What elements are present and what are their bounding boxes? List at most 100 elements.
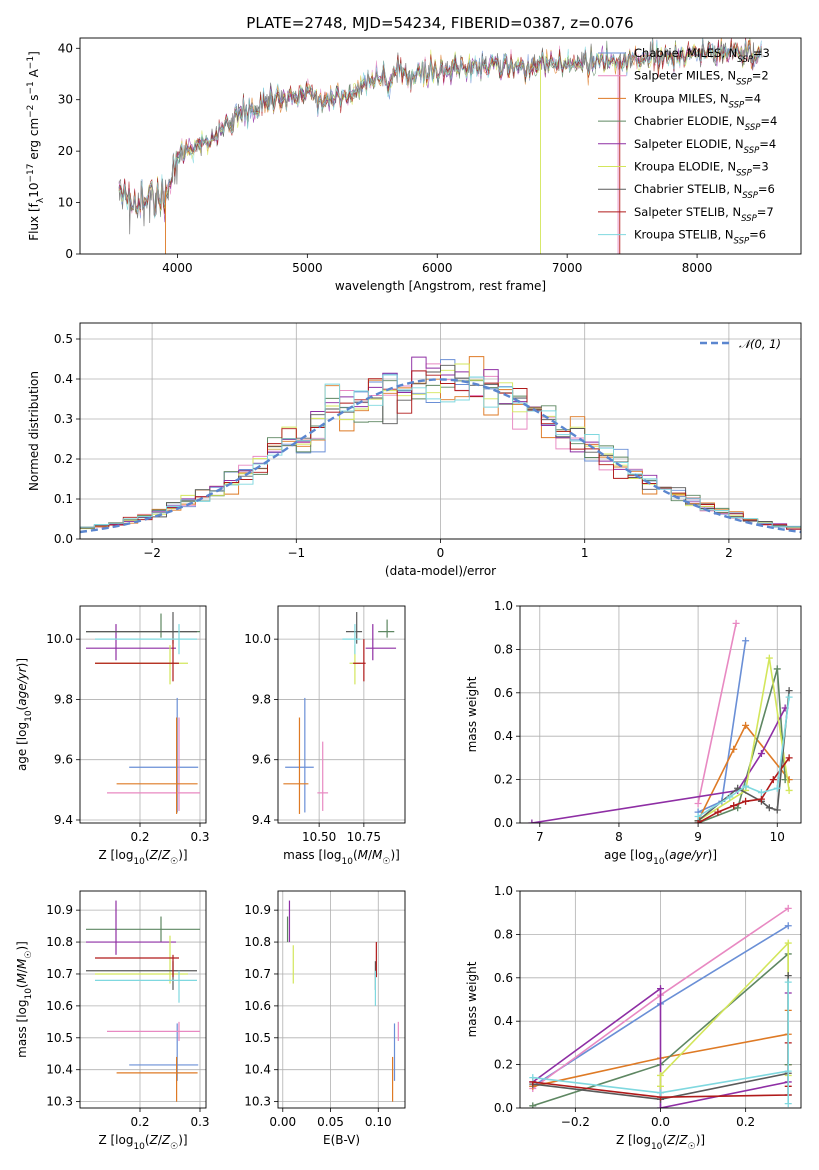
residuals-xtick-label-3: 1 bbox=[581, 546, 589, 560]
errorbar-salpeter-miles bbox=[317, 741, 329, 811]
residuals-ytick-label-3: 0.3 bbox=[54, 412, 73, 426]
mass-vs-Z-ytick-label-5: 10.8 bbox=[46, 935, 73, 949]
spectrum-panel: 4000 5000 6000 7000 8000 0 10 20 30 40 wavelength … bbox=[26, 37, 802, 293]
weight-vs-Z-marker-chabrier-elodie-0 bbox=[529, 1102, 537, 1108]
weight-vs-Z-xtick-label-1: 0.0 bbox=[651, 1115, 670, 1129]
legend-label-chabrier-stelib: Chabrier STELIB, NSSP=6 bbox=[634, 182, 775, 201]
weight-vs-Z-marker-salpeter-elodie-2 bbox=[657, 1104, 664, 1108]
mass-vs-Z-ylabel: mass [log10(M/M☉)] bbox=[15, 941, 34, 1058]
residuals-xtick-label-0: −2 bbox=[143, 546, 161, 560]
weight-vs-age-line-chabrier-elodie bbox=[697, 668, 786, 823]
weight-vs-Z-marker-chabrier-miles-2 bbox=[784, 922, 792, 930]
age-vs-Z-plot-area bbox=[86, 612, 200, 814]
spectrum-axes: 4000 5000 6000 7000 8000 0 10 20 30 40 wavelength … bbox=[26, 37, 802, 293]
legend-label-kroupa-stelib: Kroupa STELIB, NSSP=6 bbox=[634, 228, 766, 247]
spectrum-legend: Chabrier MILES, NSSP=3 Salpeter MILES, NS… bbox=[598, 46, 777, 247]
mass-vs-EBV-ytick-label-4: 10.7 bbox=[244, 967, 271, 981]
errorbar-chabrier-stelib bbox=[345, 612, 363, 644]
age-vs-mass-frame bbox=[277, 605, 406, 824]
weight-vs-age-marker-kroupa-miles-2 bbox=[742, 721, 750, 729]
age-vs-Z-xtick-label-0: 0.2 bbox=[130, 830, 149, 844]
residuals-axes: −2 −1 0 1 2 0.0 0.1 0.2 0.3 0.4 0.5 (data-model)/er… bbox=[27, 322, 802, 578]
weight-vs-Z-panel: −0.2 0.0 0.2 0.0 0.2 0.4 0.6 0.8 1.0 Z [log10(Z/Z… bbox=[465, 884, 802, 1152]
mass-vs-EBV-ytick-label-2: 10.5 bbox=[244, 1031, 271, 1045]
age-vs-mass-panel: 10.50 10.75 9.4 9.6 9.8 10.0 mass [log10(M/M☉)… bbox=[244, 605, 406, 867]
age-vs-Z-axes: 0.2 0.3 9.4 9.6 9.8 10.0 Z [log10(Z/Z☉)] age [l… bbox=[15, 605, 210, 867]
weight-vs-Z-marker-kroupa-elodie-2 bbox=[784, 939, 792, 947]
weight-vs-age-line-salpeter-miles bbox=[697, 623, 737, 804]
errorbar-salpeter-elodie bbox=[86, 624, 176, 661]
weight-vs-age-marker-salpeter-stelib-3 bbox=[742, 797, 750, 805]
age-vs-Z-ytick-label-0: 9.4 bbox=[54, 813, 73, 827]
spectrum-ytick-label-4: 40 bbox=[58, 41, 73, 55]
weight-vs-Z-ytick-label-0: 0.0 bbox=[494, 1101, 513, 1115]
age-vs-mass-ytick-label-1: 9.6 bbox=[252, 753, 271, 767]
weight-vs-age-ytick-label-0: 0.0 bbox=[494, 816, 513, 830]
age-vs-Z-grid bbox=[80, 606, 206, 823]
weight-vs-age-marker-chabrier-stelib-5 bbox=[785, 687, 793, 695]
mass-vs-EBV-xlabel: E(B-V) bbox=[323, 1133, 360, 1147]
legend-label-kroupa-miles: Kroupa MILES, NSSP=4 bbox=[634, 91, 761, 110]
errorbar-salpeter-stelib bbox=[95, 954, 179, 978]
errorbar-kroupa-miles bbox=[116, 1056, 198, 1102]
spectrum-ytick-label-2: 20 bbox=[58, 144, 73, 158]
weight-vs-age-xlabel: age [log10(age/yr)] bbox=[604, 848, 717, 867]
spectrum-xtick-label-2: 6000 bbox=[422, 261, 453, 275]
errorbar-salpeter-miles bbox=[107, 717, 200, 811]
errorbar-chabrier-elodie bbox=[378, 619, 395, 638]
mass-vs-Z-xlabel: Z [log10(Z/Z☉)] bbox=[98, 1133, 187, 1152]
weight-vs-Z-marker-kroupa-elodie-1 bbox=[657, 1071, 664, 1079]
residuals-xtick-label-4: 2 bbox=[725, 546, 733, 560]
errorbar-chabrier-elodie bbox=[86, 613, 200, 638]
mass-vs-Z-ytick-label-1: 10.4 bbox=[46, 1063, 73, 1077]
spectrum-xlabel: wavelength [Angstrom, rest frame] bbox=[335, 279, 546, 293]
errorbar-salpeter-stelib bbox=[95, 639, 179, 682]
weight-vs-age-xtick-label-2: 9 bbox=[694, 830, 702, 844]
weight-vs-Z-ytick-label-3: 0.6 bbox=[494, 971, 513, 985]
figure-title: PLATE=2748, MJD=54234, FIBERID=0387, z=0… bbox=[246, 14, 633, 32]
mass-vs-EBV-panel: 0.00 0.05 0.10 10.3 10.4 10.5 10.6 10.7 10.8 10.9… bbox=[244, 890, 406, 1147]
residuals-panel: −2 −1 0 1 2 0.0 0.1 0.2 0.3 0.4 0.5 (data-model)/er… bbox=[27, 322, 802, 578]
spectrum-model-chabrier-stelib bbox=[118, 39, 762, 219]
weight-vs-Z-plot-area bbox=[529, 904, 792, 1108]
errorbar-salpeter-stelib bbox=[353, 639, 366, 682]
age-vs-mass-xtick-label-0: 10.50 bbox=[302, 830, 336, 844]
residuals-ytick-label-1: 0.1 bbox=[54, 492, 73, 506]
weight-vs-Z-xtick-label-2: 0.2 bbox=[736, 1115, 755, 1129]
weight-vs-age-ytick-label-4: 0.8 bbox=[494, 642, 513, 656]
weight-vs-age-marker-salpeter-elodie-0 bbox=[528, 819, 536, 823]
weight-vs-Z-ylabel: mass weight bbox=[465, 961, 479, 1037]
weight-vs-Z-frame bbox=[519, 890, 802, 1109]
weight-vs-age-marker-salpeter-stelib-0 bbox=[694, 819, 702, 823]
age-vs-mass-ytick-label-3: 10.0 bbox=[244, 632, 271, 646]
weight-vs-age-marker-kroupa-stelib-4 bbox=[773, 784, 781, 792]
weight-vs-age-xtick-label-3: 10 bbox=[770, 830, 785, 844]
weight-vs-age-ylabel: mass weight bbox=[465, 676, 479, 752]
spectrum-frame bbox=[79, 37, 802, 255]
mass-vs-EBV-plot-area bbox=[286, 900, 399, 1102]
errorbar-kroupa-miles bbox=[283, 717, 309, 814]
mass-vs-Z-ytick-label-6: 10.9 bbox=[46, 903, 73, 917]
mass-vs-EBV-ytick-label-1: 10.4 bbox=[244, 1063, 271, 1077]
weight-vs-age-ytick-label-3: 0.6 bbox=[494, 686, 513, 700]
weight-vs-age-marker-kroupa-stelib-3 bbox=[757, 789, 765, 797]
errorbar-chabrier-miles bbox=[129, 697, 199, 813]
spectrum-ytick-label-0: 0 bbox=[65, 247, 73, 261]
spectrum-xtick-label-0: 4000 bbox=[162, 261, 193, 275]
age-vs-Z-xtick-label-1: 0.3 bbox=[190, 830, 209, 844]
age-vs-Z-panel: 0.2 0.3 9.4 9.6 9.8 10.0 Z [log10(Z/Z☉)] age [l… bbox=[15, 605, 210, 867]
weight-vs-age-marker-salpeter-stelib-5 bbox=[769, 776, 777, 784]
errorbar-chabrier-elodie bbox=[86, 916, 200, 943]
mass-vs-Z-xtick-label-0: 0.2 bbox=[130, 1115, 149, 1129]
age-vs-Z-ytick-label-1: 9.6 bbox=[54, 753, 73, 767]
residuals-ytick-label-2: 0.2 bbox=[54, 452, 73, 466]
residuals-ytick-label-4: 0.4 bbox=[54, 372, 73, 386]
residuals-ylabel: Normed distribution bbox=[27, 371, 41, 491]
weight-vs-age-marker-kroupa-elodie-2 bbox=[765, 654, 773, 662]
weight-vs-age-marker-salpeter-miles-1 bbox=[732, 619, 740, 627]
weight-vs-age-marker-salpeter-miles-0 bbox=[694, 799, 702, 807]
weight-vs-age-line-kroupa-miles bbox=[697, 723, 790, 822]
residuals-ytick-label-0: 0.0 bbox=[54, 532, 73, 546]
weight-vs-age-marker-kroupa-stelib-5 bbox=[785, 693, 793, 701]
mass-vs-EBV-frame bbox=[277, 890, 406, 1109]
